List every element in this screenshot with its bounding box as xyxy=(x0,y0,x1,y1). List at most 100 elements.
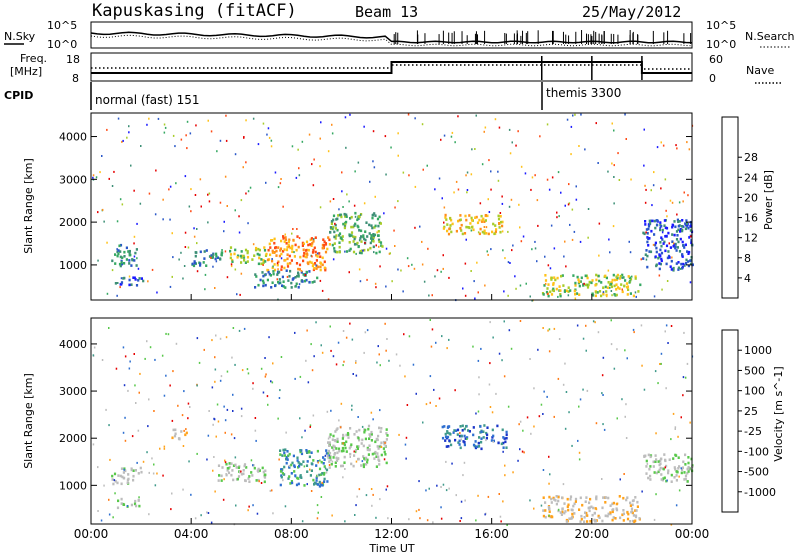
echo-speckle xyxy=(231,356,233,359)
echo-speckle xyxy=(214,380,216,383)
echo-speckle xyxy=(609,286,611,289)
echo-speckle xyxy=(304,429,306,432)
echo-speckle xyxy=(186,147,188,150)
echo-cell xyxy=(240,472,243,476)
echo-speckle xyxy=(133,189,135,192)
echo-speckle xyxy=(562,383,565,386)
echo-speckle xyxy=(353,204,356,207)
echo-cell xyxy=(121,475,124,479)
echo-cell xyxy=(674,468,677,471)
echo-cell xyxy=(333,242,336,245)
echo-speckle xyxy=(319,165,321,168)
echo-cell xyxy=(588,501,591,505)
echo-cell xyxy=(284,238,288,242)
echo-speckle xyxy=(548,350,551,353)
echo-speckle xyxy=(666,215,668,218)
echo-cell xyxy=(638,517,641,520)
echo-cell xyxy=(310,244,313,247)
echo-speckle xyxy=(422,168,424,171)
echo-cell xyxy=(368,437,371,440)
echo-speckle xyxy=(146,123,148,126)
echo-cell xyxy=(650,229,653,233)
echo-cell xyxy=(372,236,375,239)
echo-cell xyxy=(325,452,328,455)
echo-cell xyxy=(652,465,655,468)
echo-cell xyxy=(353,433,356,436)
echo-cell xyxy=(658,267,661,271)
echo-speckle xyxy=(460,517,463,520)
echo-cell xyxy=(604,514,607,518)
echo-cell xyxy=(342,442,346,445)
echo-cell xyxy=(557,495,560,499)
echo-cell xyxy=(495,228,498,231)
echo-cell xyxy=(681,466,684,469)
echo-speckle xyxy=(507,230,509,233)
echo-cell xyxy=(629,292,632,295)
echo-cell xyxy=(278,270,281,274)
echo-speckle xyxy=(190,210,192,213)
echo-speckle xyxy=(140,145,142,147)
echo-speckle xyxy=(503,320,505,323)
echo-speckle xyxy=(361,425,364,428)
echo-speckle xyxy=(530,432,532,435)
echo-cell xyxy=(646,236,649,239)
echo-speckle xyxy=(676,213,678,216)
echo-cell xyxy=(117,252,120,256)
echo-cell xyxy=(559,511,562,514)
echo-cell xyxy=(192,264,196,268)
echo-cell xyxy=(647,244,650,247)
echo-speckle xyxy=(332,258,335,261)
echo-speckle xyxy=(242,166,244,169)
echo-cell xyxy=(615,275,618,278)
freq-trace xyxy=(91,61,692,74)
echo-cell xyxy=(253,254,256,257)
echo-speckle xyxy=(668,242,670,245)
echo-cell xyxy=(342,435,345,438)
echo-speckle xyxy=(674,426,677,429)
echo-cell xyxy=(363,248,366,252)
echo-cell xyxy=(483,424,486,427)
echo-cell xyxy=(336,440,339,443)
echo-speckle xyxy=(455,494,457,497)
echo-cell xyxy=(286,458,289,461)
echo-speckle xyxy=(471,148,473,151)
echo-speckle xyxy=(445,460,447,463)
echo-speckle xyxy=(553,415,555,418)
echo-cell xyxy=(322,246,325,250)
echo-speckle xyxy=(607,170,609,173)
echo-speckle xyxy=(529,499,531,502)
echo-cell xyxy=(476,221,480,225)
echo-cell xyxy=(665,262,668,266)
echo-cell xyxy=(574,284,577,287)
echo-speckle xyxy=(557,295,559,298)
echo-speckle xyxy=(441,197,443,200)
nsky-label: N.Sky xyxy=(4,30,36,43)
echo-cell xyxy=(626,496,629,499)
echo-speckle xyxy=(226,370,229,373)
echo-speckle xyxy=(502,249,504,252)
echo-speckle xyxy=(225,114,227,117)
echo-speckle xyxy=(340,402,343,405)
echo-speckle xyxy=(501,359,503,362)
echo-cell xyxy=(661,238,664,241)
echo-cell xyxy=(684,222,687,225)
echo-speckle xyxy=(671,256,673,259)
echo-speckle xyxy=(466,437,468,440)
echo-cell xyxy=(675,238,679,241)
echo-speckle xyxy=(294,377,296,380)
echo-cell xyxy=(560,274,563,278)
echo-speckle xyxy=(169,285,172,288)
echo-cell xyxy=(689,259,692,262)
echo-cell xyxy=(497,441,500,445)
echo-speckle xyxy=(459,432,461,434)
echo-speckle xyxy=(408,335,411,338)
echo-speckle xyxy=(660,141,662,144)
echo-cell xyxy=(132,478,135,482)
echo-cell xyxy=(573,502,576,506)
echo-speckle xyxy=(153,463,155,466)
echo-speckle xyxy=(464,262,467,265)
echo-cell xyxy=(550,501,553,504)
echo-cell xyxy=(285,269,288,272)
echo-cell xyxy=(292,277,295,280)
power-ylabel: Slant Range [km] xyxy=(22,158,35,254)
